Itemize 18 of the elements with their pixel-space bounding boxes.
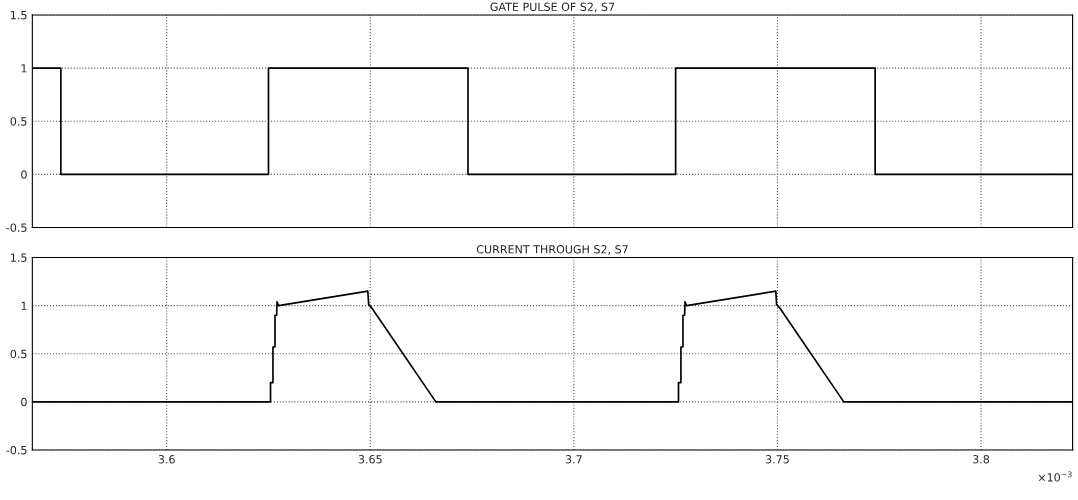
x-tick-label: 3.65 xyxy=(358,455,382,464)
x-tick-label: 3.8 xyxy=(973,455,990,464)
text: ×10$^{−3}$ xyxy=(1038,471,1072,482)
y-tick-label: 0 xyxy=(21,170,27,179)
y-tick-label: 1.5 xyxy=(11,253,27,262)
y-tick-label: 0 xyxy=(21,397,27,407)
chart-title: GATE PULSE OF S2, S7 xyxy=(490,2,615,13)
y-tick-label: 1 xyxy=(21,301,27,310)
y-tick-label: 1 xyxy=(21,64,27,73)
chart-title: CURRENT THROUGH S2, S7 xyxy=(476,245,628,255)
x-tick-label: 3.75 xyxy=(765,455,789,464)
x-tick-label: 3.6 xyxy=(158,455,175,464)
y-tick-label: 1.5 xyxy=(11,11,27,20)
y-tick-label: 0.5 xyxy=(10,349,27,359)
y-tick-label: -0.5 xyxy=(6,223,27,232)
y-tick-label: -0.5 xyxy=(6,445,27,455)
x-tick-label: 3.7 xyxy=(565,455,582,464)
y-tick-label: 0.5 xyxy=(10,117,27,126)
